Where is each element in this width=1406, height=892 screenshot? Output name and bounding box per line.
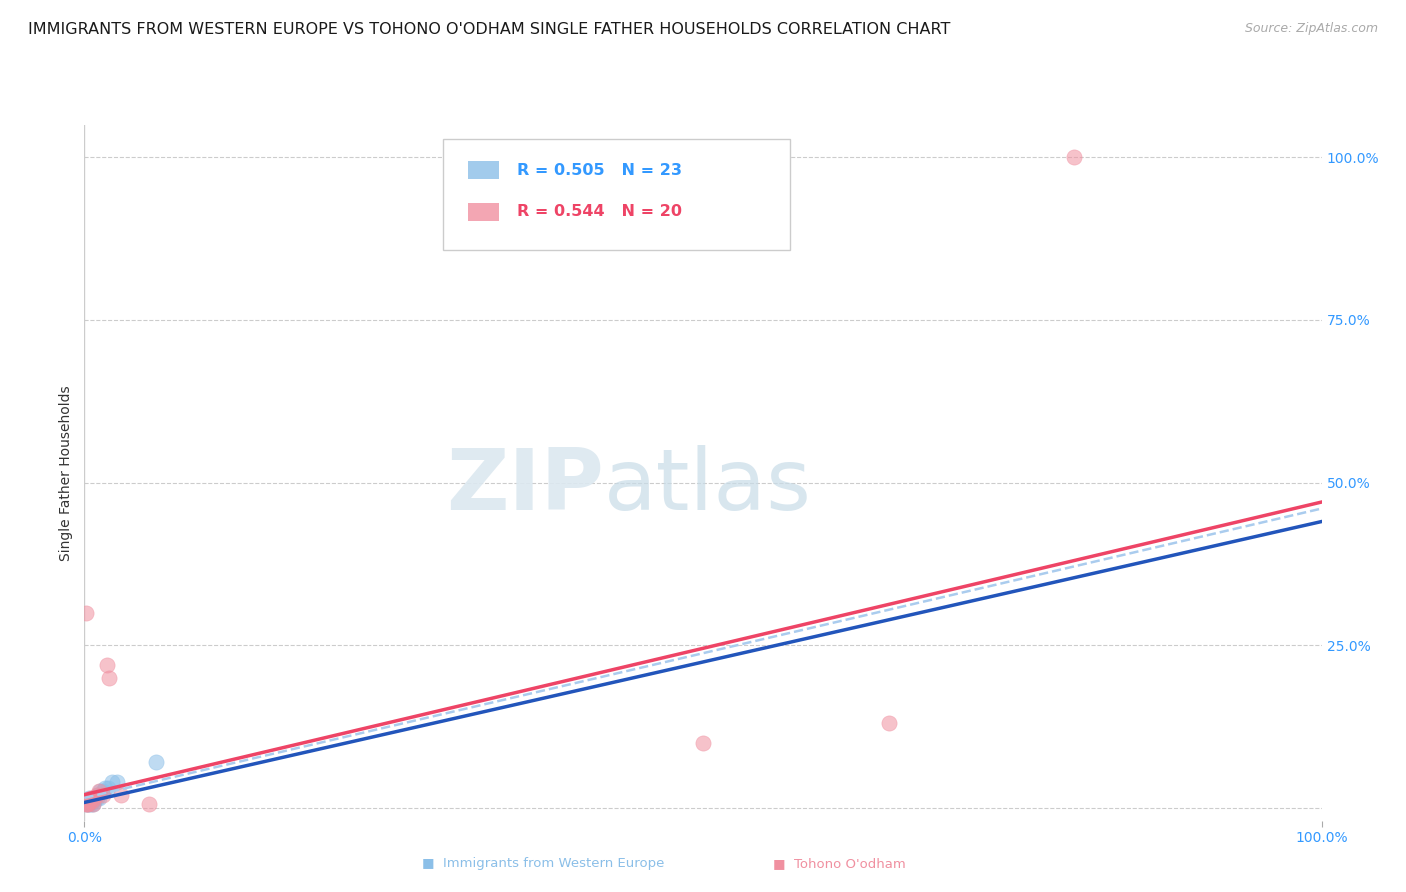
Point xyxy=(692,736,714,750)
Point xyxy=(82,790,104,805)
Point xyxy=(82,797,104,812)
Text: atlas: atlas xyxy=(605,445,813,528)
Point xyxy=(145,755,167,769)
FancyBboxPatch shape xyxy=(468,161,499,178)
Point xyxy=(79,790,101,805)
Point xyxy=(75,797,97,812)
Point xyxy=(77,794,100,808)
Point xyxy=(91,784,114,798)
Point xyxy=(86,788,108,802)
FancyBboxPatch shape xyxy=(468,203,499,220)
Text: ■  Tohono O'odham: ■ Tohono O'odham xyxy=(773,856,905,870)
Point xyxy=(82,797,104,812)
Point xyxy=(79,797,101,812)
Point xyxy=(83,794,105,808)
Point xyxy=(96,657,118,672)
Point xyxy=(1063,150,1085,164)
Point xyxy=(83,790,105,805)
Point xyxy=(77,797,100,812)
Point xyxy=(76,797,98,812)
Point xyxy=(77,797,100,812)
Point xyxy=(138,797,160,812)
Point xyxy=(87,788,110,802)
Text: ■  Immigrants from Western Europe: ■ Immigrants from Western Europe xyxy=(422,856,664,870)
Point xyxy=(79,796,101,810)
FancyBboxPatch shape xyxy=(443,139,790,250)
Point xyxy=(100,774,122,789)
Point xyxy=(79,794,101,808)
Point xyxy=(89,784,111,798)
Point xyxy=(94,781,117,796)
Point xyxy=(97,781,120,796)
Point xyxy=(80,794,103,808)
Point xyxy=(80,794,103,808)
Point xyxy=(89,790,111,805)
Text: Source: ZipAtlas.com: Source: ZipAtlas.com xyxy=(1244,22,1378,36)
Point xyxy=(86,790,108,805)
Point xyxy=(877,716,900,731)
Point xyxy=(98,671,121,685)
Y-axis label: Single Father Households: Single Father Households xyxy=(59,385,73,560)
Point xyxy=(91,788,114,802)
Point xyxy=(89,784,111,798)
Text: R = 0.544   N = 20: R = 0.544 N = 20 xyxy=(517,204,682,219)
Text: ZIP: ZIP xyxy=(446,445,605,528)
Point xyxy=(76,796,98,810)
Point xyxy=(79,797,101,812)
Text: R = 0.505   N = 23: R = 0.505 N = 23 xyxy=(517,162,682,178)
Text: IMMIGRANTS FROM WESTERN EUROPE VS TOHONO O'ODHAM SINGLE FATHER HOUSEHOLDS CORREL: IMMIGRANTS FROM WESTERN EUROPE VS TOHONO… xyxy=(28,22,950,37)
Point xyxy=(110,788,132,802)
Point xyxy=(75,797,97,812)
Point xyxy=(76,794,98,808)
Point xyxy=(75,606,97,620)
Point xyxy=(105,774,128,789)
Point xyxy=(84,790,107,805)
Point xyxy=(79,790,101,805)
